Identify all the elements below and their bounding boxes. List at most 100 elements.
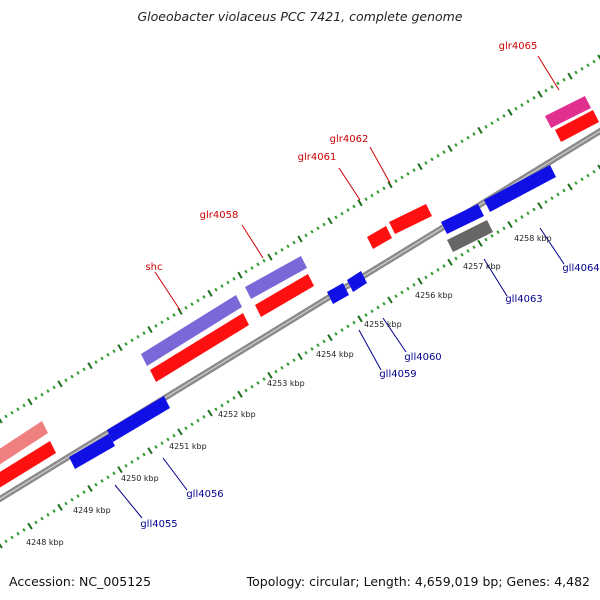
outer-tick-mark [292,240,296,245]
inner-tick-mark [400,290,404,295]
inner-tick-mark [537,202,543,210]
gene-glr4065[interactable] [545,96,599,142]
inner-tick-mark [477,239,483,247]
inner-tick-mark [244,388,248,393]
label-glr4061[interactable]: glr4061 [298,152,337,163]
inner-tick-mark [376,305,380,310]
inner-tick-mark [490,234,494,238]
inner-tick-mark [27,522,33,530]
outer-tick-mark [100,356,104,361]
outer-tick-mark [376,190,380,194]
inner-tick-mark [550,196,554,200]
inner-tick-mark [117,466,123,474]
outer-tick-mark [94,360,98,364]
inner-tick-mark [544,200,548,204]
outer-tick-mark [520,103,524,107]
inner-tick-mark [447,258,453,266]
gene-glr4058[interactable] [245,256,314,317]
inner-tick-mark [460,252,464,257]
label-gll4063[interactable]: gll4063 [505,294,542,305]
inner-tick-mark [46,513,50,517]
gene-gll4063[interactable] [441,204,493,252]
inner-tick-mark [352,320,356,325]
gene-glr4061[interactable] [367,226,392,249]
outer-tick-mark [124,342,128,346]
inner-tick-mark [70,497,74,502]
label-shc[interactable]: shc [145,262,162,273]
outer-tick-mark [16,407,20,411]
outer-tick-mark [106,353,110,357]
outer-tick-mark [10,410,14,415]
gene-glr4062[interactable] [389,204,432,234]
kbp-label-4255: 4255 kbp [364,320,402,329]
inner-tick-mark [382,301,386,306]
inner-tick-mark [4,539,8,544]
inner-tick-mark [142,452,146,457]
gene-gll4064[interactable] [484,165,556,212]
inner-tick-mark [514,218,518,223]
inner-tick-mark [556,192,560,197]
kbp-label-4256: 4256 kbp [415,291,453,300]
inner-tick-mark [424,275,428,280]
inner-tick-mark [466,249,470,253]
inner-tick-mark [292,358,296,363]
leader-glr4058 [241,224,264,259]
outer-tick-row [0,54,600,424]
label-gll4064[interactable]: gll4064 [562,263,599,274]
outer-tick-mark [477,126,483,134]
gene-light-red[interactable] [0,421,48,467]
outer-tick-mark [237,271,243,279]
label-glr4062[interactable]: glr4062 [330,134,369,145]
outer-tick-mark [562,77,566,82]
outer-tick-mark [327,217,333,225]
gene-gll4059[interactable] [327,283,349,304]
outer-tick-mark [262,258,266,263]
inner-tick-mark [436,267,440,272]
label-glr4065[interactable]: glr4065 [499,41,538,52]
outer-tick-mark [586,63,590,68]
inner-tick-mark [76,494,80,498]
topology-text: Topology: circular; Length: 4,659,019 bp… [246,574,590,589]
outer-tick-mark [424,161,428,165]
outer-tick-mark [160,320,164,325]
outer-tick-mark [76,371,80,375]
gene-gll4060[interactable] [347,271,367,292]
outer-tick-mark [4,414,8,419]
inner-tick-mark [106,475,110,479]
inner-tick-mark [412,283,416,287]
inner-tick-mark [297,352,303,361]
outer-tick-mark [226,280,230,285]
outer-tick-mark [117,344,123,352]
gene-forward-left[interactable] [0,441,56,490]
inner-tick-mark [160,441,164,446]
inner-tick-mark [190,422,194,427]
outer-tick-mark [184,305,188,310]
accession-text: Accession: NC_005125 [9,574,152,589]
label-gll4060[interactable]: gll4060 [404,352,441,363]
inner-tick-mark [130,460,134,464]
outer-tick-mark [484,124,488,129]
gene-shc[interactable] [141,295,249,382]
inner-tick-mark [274,369,278,374]
label-gll4055[interactable]: gll4055 [140,519,177,530]
inner-tick-mark [357,315,363,323]
label-gll4059[interactable]: gll4059 [379,369,416,380]
outer-tick-mark [412,168,416,173]
outer-tick-mark [556,81,560,86]
outer-tick-mark [406,172,410,176]
gene-gll4055[interactable] [69,434,115,469]
inner-tick-mark [574,181,578,185]
inner-tick-mark [502,226,506,231]
label-glr4058[interactable]: glr4058 [200,210,239,221]
inner-tick-mark [94,482,98,487]
outer-tick-mark [310,229,314,234]
inner-tick-mark [267,371,273,379]
inner-tick-mark [34,520,38,525]
inner-tick-mark [334,332,338,336]
outer-tick-mark [274,251,278,256]
inner-tick-mark [592,169,596,174]
gene-gll4056[interactable] [107,396,170,442]
inner-tick-mark [567,183,573,191]
label-gll4056[interactable]: gll4056 [186,489,223,500]
